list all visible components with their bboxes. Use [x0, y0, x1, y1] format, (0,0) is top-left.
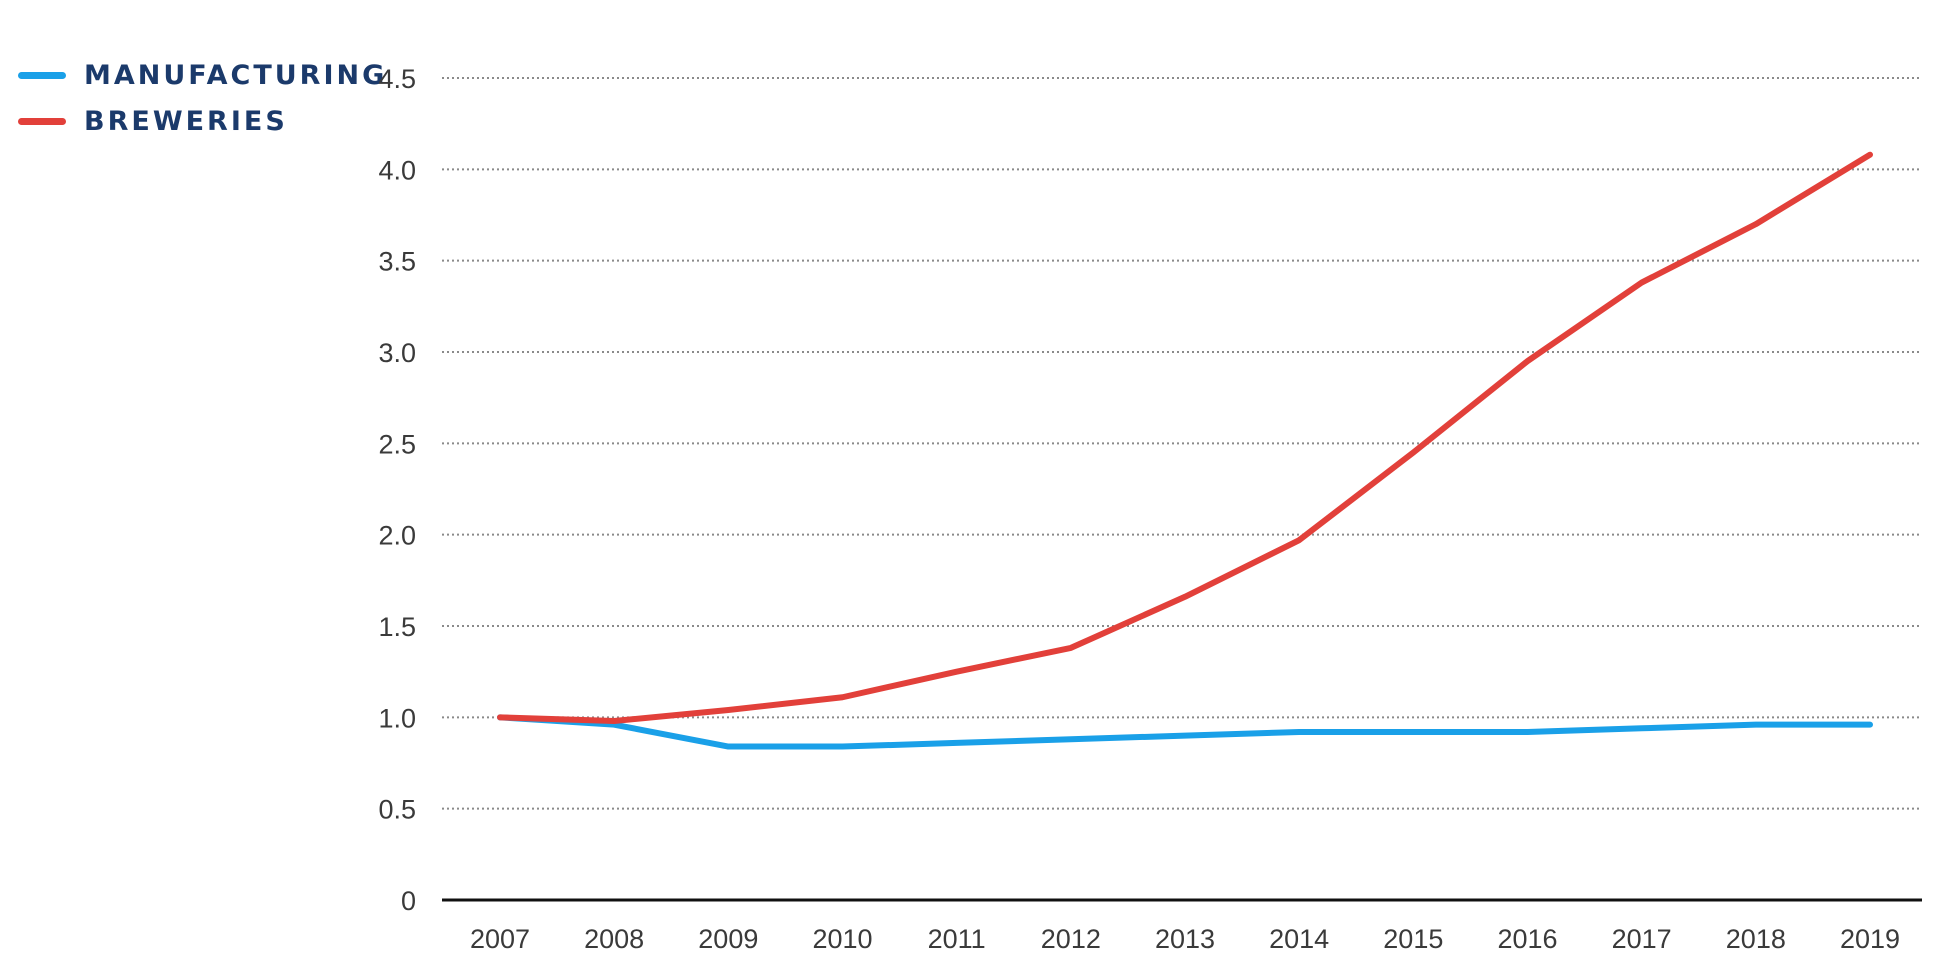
- x-tick-label: 2014: [1269, 924, 1329, 954]
- x-tick-label: 2007: [470, 924, 530, 954]
- legend-label-breweries: BREWERIES: [84, 105, 288, 137]
- x-tick-label: 2008: [584, 924, 644, 954]
- y-tick-label: 3.5: [378, 247, 416, 277]
- chart-legend: MANUFACTURING BREWERIES: [18, 52, 387, 144]
- y-tick-label: 4.5: [378, 64, 416, 94]
- x-tick-label: 2016: [1497, 924, 1557, 954]
- y-tick-label: 1.0: [378, 703, 416, 733]
- legend-label-manufacturing: MANUFACTURING: [84, 59, 388, 91]
- series-line-manufacturing: [497, 714, 1873, 750]
- y-tick-label: 0: [401, 886, 416, 916]
- x-tick-label: 2015: [1383, 924, 1443, 954]
- x-tick-label: 2010: [812, 924, 872, 954]
- x-tick-label: 2019: [1840, 924, 1900, 954]
- legend-swatch-manufacturing: [18, 71, 66, 79]
- legend-swatch-breweries: [18, 117, 66, 125]
- x-tick-label: 2013: [1155, 924, 1215, 954]
- y-tick-label: 2.0: [378, 521, 416, 551]
- series-line-breweries: [497, 151, 1873, 724]
- y-tick-label: 2.5: [378, 429, 416, 459]
- y-tick-label: 3.0: [378, 338, 416, 368]
- x-tick-label: 2009: [698, 924, 758, 954]
- y-tick-label: 0.5: [378, 795, 416, 825]
- x-tick-label: 2011: [928, 924, 986, 954]
- legend-item-breweries: BREWERIES: [18, 98, 387, 144]
- x-tick-label: 2017: [1612, 924, 1672, 954]
- x-tick-label: 2012: [1041, 924, 1101, 954]
- y-tick-label: 4.0: [378, 155, 416, 185]
- legend-item-manufacturing: MANUFACTURING: [18, 52, 387, 98]
- y-tick-label: 1.5: [378, 612, 416, 642]
- x-tick-label: 2018: [1726, 924, 1786, 954]
